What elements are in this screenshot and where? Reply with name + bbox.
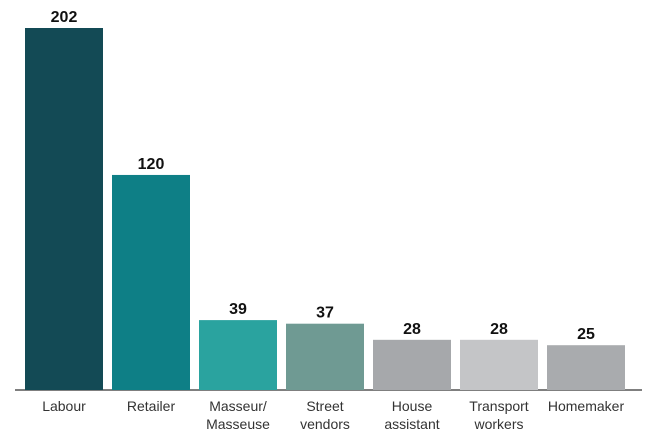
x-tick-label: Street vendors xyxy=(300,398,350,432)
x-tick-label: Homemaker xyxy=(547,398,625,414)
bar xyxy=(547,345,625,390)
value-label: 39 xyxy=(229,301,247,318)
bar xyxy=(199,320,277,390)
bar xyxy=(286,323,364,390)
x-tick-label: House assistant xyxy=(384,398,440,432)
x-tick-label: Retailer xyxy=(126,398,176,414)
value-label: 202 xyxy=(51,9,78,26)
x-tick-label: Labour xyxy=(42,398,86,414)
bar xyxy=(112,174,190,390)
x-tick-label: Masseur/ Masseuse xyxy=(206,398,270,432)
value-label: 120 xyxy=(138,156,165,173)
bar xyxy=(25,28,103,390)
x-tick-label: Transport workers xyxy=(469,398,529,432)
value-label: 28 xyxy=(490,321,508,338)
bar xyxy=(373,339,451,390)
value-label: 28 xyxy=(403,321,421,338)
value-label: 37 xyxy=(316,305,334,322)
bar xyxy=(460,339,538,390)
value-label: 25 xyxy=(577,326,595,343)
